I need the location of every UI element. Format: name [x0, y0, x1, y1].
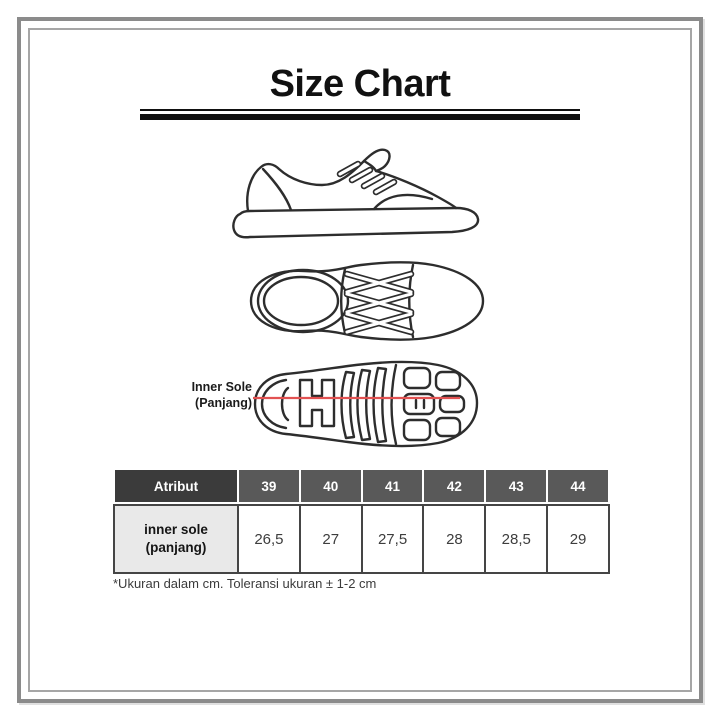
value-cell-size-39: 26,5: [239, 506, 299, 572]
size-table-data-row: inner sole (panjang) 26,5 27 27,5 28 28,…: [113, 504, 610, 574]
row-label-cell: inner sole (panjang): [115, 506, 237, 572]
inner-sole-label-line1: Inner Sole: [191, 380, 252, 394]
value-cell-size-40: 27: [300, 506, 361, 572]
row-label-line1: inner sole: [144, 522, 208, 537]
header-cell-size-44: 44: [548, 470, 608, 502]
shoe-side-view-illustration: [232, 148, 480, 239]
inner-sole-label-line2: (Panjang): [195, 396, 252, 410]
outer-frame-border: [17, 17, 703, 703]
shoe-top-view-illustration: [249, 261, 485, 341]
size-table-header-row: Atribut 39 40 41 42 43 44: [113, 470, 610, 502]
page-title: Size Chart: [269, 63, 451, 105]
value-cell-size-43: 28,5: [486, 506, 547, 572]
header-cell-attribute: Atribut: [115, 470, 237, 502]
header-cell-size-39: 39: [239, 470, 299, 502]
shoe-laces: [336, 160, 398, 196]
inner-sole-label: Inner Sole (Panjang): [172, 379, 252, 411]
header-cell-size-41: 41: [362, 470, 423, 502]
value-cell-size-42: 28: [424, 506, 485, 572]
header-cell-size-42: 42: [424, 470, 485, 502]
divider-thick-line: [140, 114, 580, 120]
shoe-sole-illustration: [253, 360, 479, 448]
divider-thin-line: [140, 109, 580, 111]
header-cell-size-43: 43: [486, 470, 547, 502]
shoe-laces: [343, 270, 415, 336]
row-label-line2: (panjang): [145, 540, 207, 555]
size-table: Atribut 39 40 41 42 43 44 inner sole (pa…: [113, 470, 610, 574]
header-cell-size-40: 40: [300, 470, 361, 502]
title-divider: [140, 109, 580, 120]
value-cell-size-41: 27,5: [362, 506, 423, 572]
tolerance-footnote: *Ukuran dalam cm. Toleransi ukuran ± 1-2…: [113, 576, 377, 591]
inner-frame-border: [28, 28, 692, 692]
value-cell-size-44: 29: [548, 506, 608, 572]
